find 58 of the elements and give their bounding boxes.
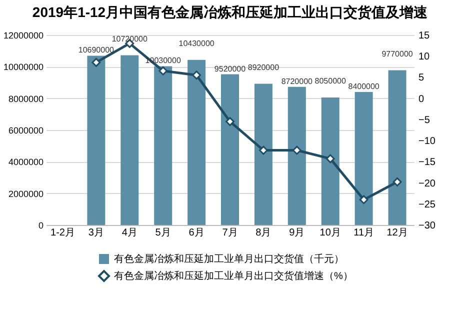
bar xyxy=(87,56,106,225)
y2-tick-label: −25 xyxy=(418,199,436,210)
y2-tick-label: 0 xyxy=(418,94,424,105)
y2-tick-label: −5 xyxy=(418,114,430,126)
point xyxy=(326,154,335,164)
y2-tick-label: −30 xyxy=(418,220,436,232)
point xyxy=(158,66,168,76)
y2-tick-label: 15 xyxy=(418,30,430,42)
data-label: 8920000 xyxy=(248,62,280,72)
bar xyxy=(188,60,206,225)
legend-label: 有色金属冶炼和压延加工业单月出口交货值（千元） xyxy=(114,253,344,265)
data-label: 9520000 xyxy=(214,64,246,74)
x-tick-label: 9月 xyxy=(289,228,305,238)
y2-tick-label: 10 xyxy=(418,52,430,63)
x-tick-label: 8月 xyxy=(256,228,272,238)
x-tick-label: 5月 xyxy=(155,228,171,238)
bar xyxy=(254,84,272,225)
x-tick-label: 7月 xyxy=(222,228,238,238)
chart-title: 2019年1-12月中国有色金属冶炼和压延加工业出口交货值及增速 xyxy=(32,4,429,20)
bar xyxy=(388,70,406,225)
bar xyxy=(354,92,373,225)
x-tick-label: 11月 xyxy=(354,228,374,238)
data-label: 8050000 xyxy=(314,76,346,86)
data-label: 9770000 xyxy=(382,49,414,58)
y-tick-label: 0 xyxy=(38,220,44,230)
y2-tick-label: 5 xyxy=(418,72,424,84)
y2-tick-label: −20 xyxy=(418,178,436,190)
legend-label: 有色金属冶炼和压延加工业单月出口交货值增速（%） xyxy=(114,270,353,282)
y-tick-label: 8000000 xyxy=(8,94,44,104)
point xyxy=(258,146,268,155)
y-tick-label: 12000000 xyxy=(3,30,44,40)
bar xyxy=(154,66,172,225)
y2-tick-label: −10 xyxy=(418,136,436,148)
data-label: 10720000 xyxy=(112,34,148,44)
data-label: 10690000 xyxy=(78,46,115,55)
y-tick-label: 6000000 xyxy=(8,126,44,136)
point xyxy=(92,58,101,67)
x-tick-label: 12月 xyxy=(386,228,408,238)
point xyxy=(192,70,202,80)
x-tick-label: 4月 xyxy=(122,228,138,238)
x-tick-label: 10月 xyxy=(320,228,341,238)
y-tick-label: 2000000 xyxy=(8,188,44,199)
point xyxy=(359,195,368,204)
point xyxy=(226,117,234,126)
data-label: 10430000 xyxy=(178,38,215,48)
x-tick-label: 6月 xyxy=(188,228,204,238)
bar xyxy=(321,98,340,225)
y2-tick-label: −15 xyxy=(418,157,436,168)
data-label: 8720000 xyxy=(281,76,314,86)
point xyxy=(392,177,402,186)
y-tick-label: 10000000 xyxy=(3,62,44,72)
y-tick-label: 4000000 xyxy=(8,157,44,168)
x-tick-label: 1-2月 xyxy=(50,228,75,238)
bar xyxy=(288,86,306,225)
x-tick-label: 3月 xyxy=(88,228,104,238)
bar xyxy=(120,55,139,225)
bar xyxy=(221,74,239,225)
data-label: 8400000 xyxy=(348,82,380,91)
